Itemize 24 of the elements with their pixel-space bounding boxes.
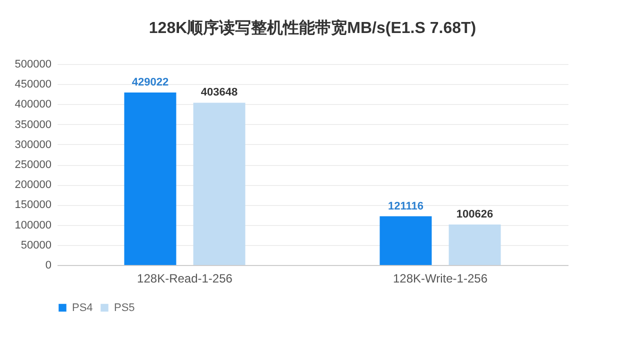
x-tick-label: 128K-Write-1-256: [393, 272, 488, 286]
y-tick-label: 250000: [14, 159, 52, 171]
y-tick-label: 500000: [14, 58, 52, 70]
bar: [124, 92, 176, 265]
legend-label: PS4: [72, 302, 93, 314]
legend-label: PS5: [114, 302, 135, 314]
y-tick-label: 400000: [14, 98, 52, 111]
y-tick-label: 100000: [14, 219, 52, 232]
y-tick-label: 350000: [14, 118, 52, 131]
bar: [193, 102, 246, 265]
chart-title: 128K顺序读写整机性能带宽MB/s(E1.S 7.68T): [148, 18, 476, 37]
x-tick-label: 128K-Read-1-256: [137, 272, 233, 286]
data-label: 429022: [132, 76, 169, 89]
bar: [448, 224, 501, 265]
y-tick-label: 300000: [14, 138, 52, 151]
y-tick-label: 450000: [14, 78, 52, 91]
data-label: 100626: [456, 208, 494, 221]
data-label: 121116: [388, 200, 424, 212]
y-tick-label: 0: [45, 260, 52, 272]
y-tick-label: 150000: [14, 199, 52, 212]
y-tick-label: 50000: [20, 239, 52, 252]
y-tick-label: 200000: [14, 179, 52, 192]
bar: [380, 216, 432, 265]
data-label: 403648: [200, 86, 238, 99]
